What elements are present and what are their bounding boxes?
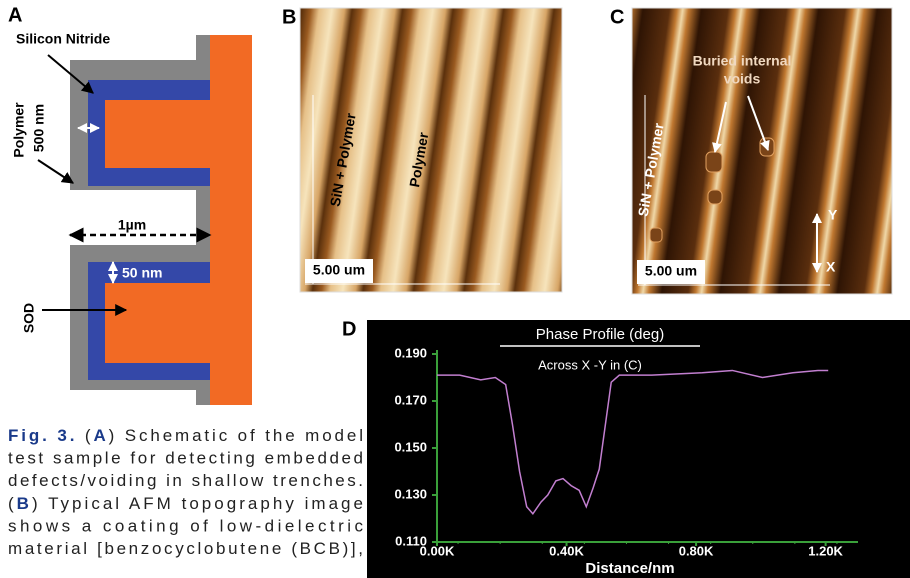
caption-line: Fig. 3. (A) Schematic of the model [8,426,363,445]
panel-label: D [342,318,356,340]
label: X [826,259,836,275]
caption-line: defects/voiding in shallow trenches. [8,472,363,491]
label: Silicon Nitride [16,31,110,47]
scale-bar-label: 5.00 um [645,263,697,279]
x-tick-label: 0.00K [420,543,455,558]
label: Buried internal [693,53,792,69]
label: voids [724,71,761,87]
caption-text: ( [77,426,91,445]
x-axis-label: Distance/nm [585,560,674,577]
y-tick-label: 0.190 [394,345,427,360]
caption-text: shows a coating of low-dielectric [8,517,364,536]
chart-subtitle: Across X -Y in (C) [538,357,642,372]
chart: Phase Profile (deg) Across X -Y in (C) Dis… [367,320,910,578]
y-tick-label: 0.170 [394,392,427,407]
label: SOD [21,303,37,333]
caption-line: (B) Typical AFM topography image [8,494,363,513]
caption-text: test sample for detecting embedded [8,449,363,468]
y-tick-label: 0.150 [394,439,427,454]
caption-text: ) Typical AFM topography image [32,494,363,513]
caption-text: defects/voiding in shallow trenches. [8,472,363,491]
caption-text: B [17,494,29,513]
caption-text: ( [8,494,14,513]
schematic: A Silicon Nitride 500 nm Polymer 1µm 50 … [8,4,252,405]
label: Polymer [11,102,27,158]
afm-image-b: B 5.00 um SiN + Polymer Polymer [282,6,562,292]
label: 50 nm [122,265,162,281]
label: 1µm [118,217,146,233]
panel-label: A [8,4,22,26]
page: {"panels": { "a": {"label": "A", "silico… [0,0,910,578]
caption-text: A [93,426,105,445]
y-tick-label: 0.130 [394,486,427,501]
x-tick-label: 0.40K [549,543,584,558]
chart-title: Phase Profile (deg) [536,326,664,343]
caption-line: test sample for detecting embedded [8,449,363,468]
afm-image-c: C 5.00 um Buried internal voids SiN + Po… [610,6,892,294]
label: Y [828,207,838,223]
x-tick-label: 1.20K [808,543,843,558]
caption-line: shows a coating of low-dielectric [8,517,364,536]
caption-text: ) Schematic of the model [109,426,363,445]
panel-label: B [282,6,296,28]
figure: A Silicon Nitride 500 nm Polymer 1µm 50 … [0,0,910,578]
x-tick-label: 0.80K [679,543,714,558]
caption-line: material [benzocyclobutene (BCB)], [8,539,363,558]
label: 500 nm [31,104,47,152]
caption-text: material [benzocyclobutene (BCB)], [8,539,363,558]
panel-label: C [610,6,624,28]
scale-bar-label: 5.00 um [313,262,365,278]
caption-text: Fig. 3. [8,426,74,445]
